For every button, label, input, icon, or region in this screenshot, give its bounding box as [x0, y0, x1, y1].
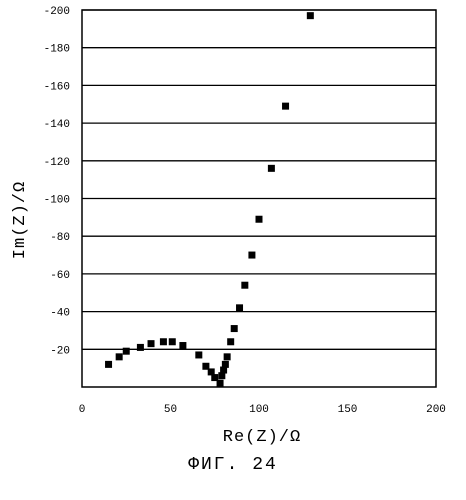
- data-point: [241, 282, 248, 289]
- y-axis-title: Im(Z)/Ω: [11, 181, 30, 259]
- x-tick-label: 150: [338, 404, 358, 416]
- y-tick-label: -160: [44, 81, 70, 93]
- y-tick-label: -120: [44, 157, 70, 169]
- data-point: [222, 361, 229, 368]
- x-tick-label: 200: [426, 404, 446, 416]
- data-point: [224, 353, 231, 360]
- data-point: [282, 103, 289, 110]
- data-point: [148, 340, 155, 347]
- x-tick-label: 50: [164, 404, 177, 416]
- y-tick-labels: -20 -40 -60 -80 -100 -120 -140 -160 -180 -200: [44, 6, 70, 357]
- impedance-chart: -20 -40 -60 -80 -100 -120 -140 -160 -180 -200 0 50…: [0, 0, 466, 450]
- data-point: [195, 351, 202, 358]
- x-tick-labels: 0 50 100 150 200: [79, 404, 446, 416]
- x-tick-label: 100: [249, 404, 269, 416]
- data-point: [116, 353, 123, 360]
- y-tick-label: -40: [50, 308, 70, 320]
- data-point: [236, 304, 243, 311]
- y-tick-label: -60: [50, 270, 70, 282]
- data-points: [105, 12, 314, 387]
- y-tick-label: -140: [44, 119, 70, 131]
- data-point: [217, 380, 224, 387]
- x-axis-title: Re(Z)/Ω: [223, 428, 301, 447]
- y-tick-label: -180: [44, 44, 70, 56]
- y-tick-label: -100: [44, 195, 70, 207]
- data-point: [227, 338, 234, 345]
- y-tick-label: -20: [50, 345, 70, 357]
- data-point: [179, 342, 186, 349]
- data-point: [307, 12, 314, 19]
- data-point: [160, 338, 167, 345]
- data-point: [105, 361, 112, 368]
- figure-caption: ФИГ. 24: [0, 455, 466, 475]
- data-point: [137, 344, 144, 351]
- data-point: [248, 252, 255, 259]
- data-point: [256, 216, 263, 223]
- y-tick-label: -200: [44, 6, 70, 18]
- data-point: [123, 348, 130, 355]
- data-point: [231, 325, 238, 332]
- x-tick-label: 0: [79, 404, 86, 416]
- data-point: [268, 165, 275, 172]
- y-tick-label: -80: [50, 232, 70, 244]
- grid-lines: [82, 10, 436, 349]
- data-point: [169, 338, 176, 345]
